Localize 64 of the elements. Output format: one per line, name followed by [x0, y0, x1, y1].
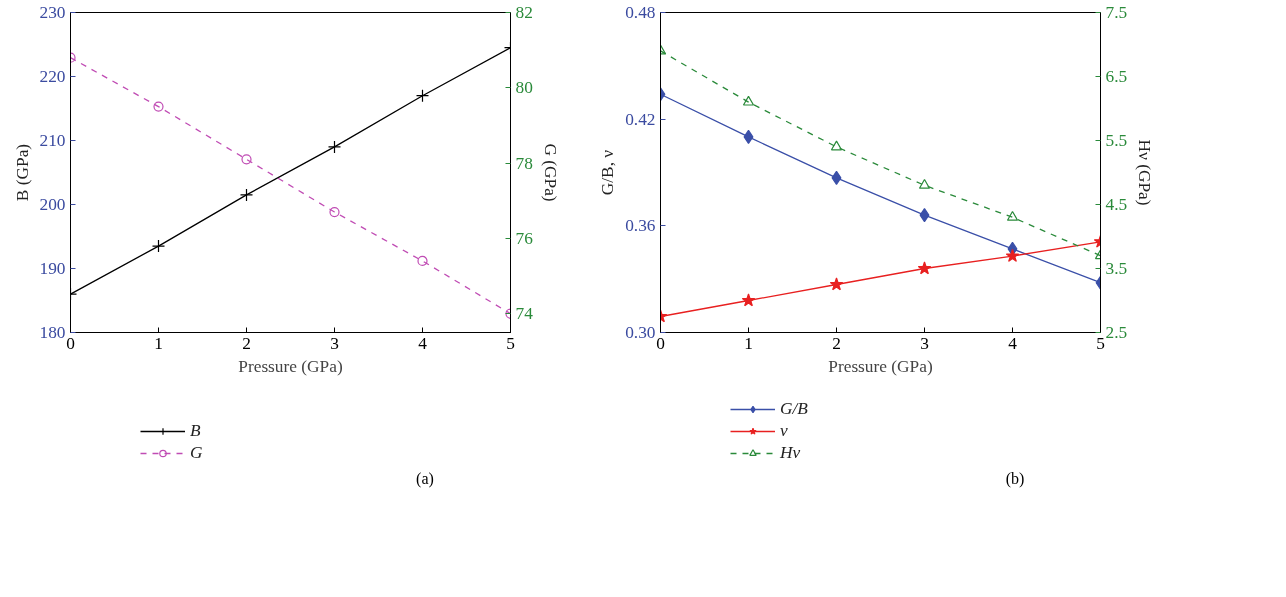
- point: [239, 188, 254, 202]
- x-tick-label: 1: [744, 333, 753, 353]
- y2-tick-label: 2.5: [1105, 323, 1128, 342]
- y-tick-label: 0.48: [625, 3, 656, 22]
- y2-tick-label: 3.5: [1105, 259, 1128, 278]
- legend-label: B: [190, 421, 202, 441]
- point: [831, 170, 842, 185]
- x-tick-label: 4: [418, 333, 428, 353]
- y2-tick-label: 4.5: [1105, 195, 1128, 214]
- y-tick-label: 230: [39, 3, 66, 22]
- y2-tick-label: 80: [515, 78, 533, 98]
- point: [829, 277, 844, 291]
- y2-axis-title: G (GPa): [540, 143, 560, 202]
- y2-tick-label: 76: [515, 228, 534, 248]
- point: [417, 255, 428, 267]
- y2-tick-label: 7.5: [1105, 3, 1128, 22]
- point: [415, 89, 430, 103]
- y2-tick-label: 74: [515, 304, 534, 324]
- x-tick-label: 1: [154, 333, 163, 353]
- x-tick-label: 0: [656, 333, 665, 353]
- legend-label: G: [190, 443, 204, 463]
- point: [1005, 248, 1020, 262]
- x-tick-label: 2: [832, 333, 841, 353]
- point: [917, 261, 932, 275]
- x-tick-label: 2: [242, 333, 251, 353]
- legend-label: ν: [780, 421, 789, 441]
- y-axis-title: B (GPa): [12, 143, 32, 202]
- point: [742, 95, 755, 106]
- y2-tick-label: 6.5: [1105, 67, 1128, 86]
- text: (b): [1005, 469, 1025, 490]
- legend-label: Hν: [780, 443, 801, 463]
- y2-axis-title: Hν (GPa): [1135, 139, 1155, 206]
- point: [329, 206, 340, 218]
- y-tick-label: 180: [39, 323, 66, 342]
- y2-tick-label: 5.5: [1105, 131, 1128, 150]
- y-tick-label: 210: [39, 131, 66, 150]
- x-axis-title: Pressure (GPa): [238, 356, 343, 376]
- x-tick-label: 3: [920, 333, 929, 353]
- x-tick-label: 5: [1096, 333, 1105, 353]
- legend-label: G/B: [780, 399, 808, 419]
- x-tick-label: 5: [506, 333, 515, 353]
- y-tick-label: 220: [39, 67, 66, 86]
- point: [741, 293, 756, 307]
- point: [919, 208, 930, 223]
- y2-tick-label: 78: [515, 153, 533, 173]
- y2-tick-label: 82: [515, 3, 533, 22]
- point: [151, 239, 166, 253]
- point: [1006, 210, 1019, 221]
- x-tick-label: 0: [66, 333, 75, 353]
- y-tick-label: 0.42: [625, 109, 656, 129]
- y-tick-label: 200: [39, 195, 66, 214]
- y-tick-label: 190: [39, 259, 66, 278]
- y-tick-label: 0.36: [625, 216, 656, 236]
- point: [327, 140, 342, 154]
- y-axis-title: G/B, ν: [598, 149, 618, 196]
- point: [153, 101, 164, 112]
- point: [918, 178, 931, 189]
- text: (a): [416, 469, 434, 490]
- x-axis-title: Pressure (GPa): [828, 356, 933, 376]
- y-tick-label: 0.30: [625, 323, 656, 342]
- x-tick-label: 4: [1008, 333, 1018, 353]
- point: [830, 140, 843, 151]
- x-tick-label: 3: [330, 333, 339, 353]
- point: [241, 154, 252, 165]
